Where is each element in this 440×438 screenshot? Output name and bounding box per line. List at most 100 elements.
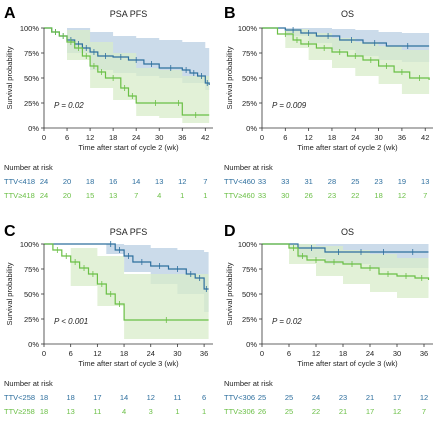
y-tick-label: 100% <box>20 240 40 249</box>
risk-count: 17 <box>366 407 374 416</box>
risk-count: 1 <box>180 191 184 200</box>
risk-count: 13 <box>421 177 429 186</box>
risk-count: 7 <box>423 191 427 200</box>
x-tick-label: 36 <box>200 349 208 358</box>
x-axis-title: Time after start of cycle 3 (wk) <box>297 359 398 368</box>
survival-curve-low <box>262 27 430 80</box>
x-tick-label: 42 <box>201 133 209 142</box>
y-tick-label: 0% <box>246 340 257 349</box>
x-tick-label: 30 <box>155 133 163 142</box>
risk-count: 18 <box>86 177 94 186</box>
risk-row-label: TTV≥258 <box>4 407 35 416</box>
risk-count: 25 <box>285 407 293 416</box>
y-tick-label: 25% <box>242 99 257 108</box>
risk-row-label: TTV<258 <box>4 393 35 402</box>
risk-table-header: Number at risk <box>224 379 273 388</box>
y-tick-label: 50% <box>242 290 257 299</box>
x-tick-label: 24 <box>366 349 374 358</box>
x-tick-label: 24 <box>132 133 140 142</box>
risk-count: 4 <box>122 407 126 416</box>
y-tick-label: 75% <box>242 265 257 274</box>
x-tick-label: 6 <box>283 133 287 142</box>
chart-title: PSA PFS <box>110 227 148 237</box>
survival-curve-low <box>44 27 210 116</box>
y-tick-label: 25% <box>24 99 39 108</box>
risk-count: 12 <box>178 177 186 186</box>
risk-count: 30 <box>281 191 289 200</box>
risk-count: 1 <box>175 407 179 416</box>
risk-count: 13 <box>109 191 117 200</box>
risk-row-label: TTV≥418 <box>4 191 35 200</box>
x-axis-title: Time after start of cycle 3 (wk) <box>78 359 179 368</box>
risk-count: 17 <box>93 393 101 402</box>
x-tick-label: 6 <box>65 133 69 142</box>
x-tick-label: 0 <box>260 133 264 142</box>
x-tick-label: 36 <box>398 133 406 142</box>
confidence-band-low <box>262 28 430 98</box>
risk-table-header: Number at risk <box>4 163 53 172</box>
y-tick-label: 25% <box>242 315 257 324</box>
risk-count: 20 <box>63 177 71 186</box>
x-tick-label: 24 <box>351 133 359 142</box>
risk-count: 26 <box>304 191 312 200</box>
risk-row-label: TTV<306 <box>224 393 255 402</box>
p-value: P = 0.02 <box>54 101 84 110</box>
y-tick-label: 0% <box>28 340 39 349</box>
panel-label: C <box>4 223 16 240</box>
risk-count: 23 <box>339 393 347 402</box>
x-tick-label: 12 <box>86 133 94 142</box>
y-tick-label: 100% <box>20 24 40 33</box>
y-axis-title: Survival probability <box>5 262 14 325</box>
risk-table-header: Number at risk <box>224 163 273 172</box>
risk-count: 11 <box>174 393 182 402</box>
x-tick-label: 0 <box>42 133 46 142</box>
x-tick-label: 30 <box>393 349 401 358</box>
risk-table-header: Number at risk <box>4 379 53 388</box>
risk-count: 23 <box>374 177 382 186</box>
risk-count: 1 <box>202 407 206 416</box>
x-tick-label: 42 <box>421 133 429 142</box>
x-tick-label: 6 <box>287 349 291 358</box>
risk-count: 13 <box>67 407 75 416</box>
y-tick-label: 0% <box>28 124 39 133</box>
p-value: P < 0.001 <box>54 317 88 326</box>
risk-count: 4 <box>157 191 161 200</box>
risk-row-label: TTV<418 <box>4 177 35 186</box>
y-tick-label: 75% <box>242 49 257 58</box>
risk-count: 23 <box>328 191 336 200</box>
risk-count: 17 <box>393 393 401 402</box>
survival-curve-low <box>44 243 209 321</box>
risk-count: 13 <box>155 177 163 186</box>
risk-count: 12 <box>398 191 406 200</box>
panel-label: B <box>224 5 236 22</box>
x-tick-label: 30 <box>173 349 181 358</box>
survival-curve-high <box>262 243 429 253</box>
risk-count: 18 <box>374 191 382 200</box>
x-tick-label: 12 <box>304 133 312 142</box>
risk-row-label: TTV≥460 <box>224 191 255 200</box>
x-tick-label: 18 <box>339 349 347 358</box>
y-tick-label: 0% <box>246 124 257 133</box>
p-value: P = 0.009 <box>272 101 307 110</box>
risk-count: 25 <box>258 393 266 402</box>
risk-count: 20 <box>63 191 71 200</box>
risk-count: 26 <box>258 407 266 416</box>
risk-count: 21 <box>339 407 347 416</box>
panel-b: B OS 0% 25% 50% 75% 100% 0 6 12 18 24 30 36 42 Time aft… <box>224 5 433 200</box>
x-tick-label: 12 <box>93 349 101 358</box>
x-tick-label: 18 <box>328 133 336 142</box>
y-tick-label: 100% <box>238 24 258 33</box>
p-value: P = 0.02 <box>272 317 302 326</box>
risk-count: 31 <box>304 177 312 186</box>
y-axis-title: Survival probability <box>225 46 234 109</box>
panel-label: D <box>224 223 236 240</box>
y-tick-label: 50% <box>24 74 39 83</box>
risk-count: 7 <box>203 177 207 186</box>
panel-label: A <box>4 5 16 22</box>
y-tick-label: 75% <box>24 265 39 274</box>
risk-count: 18 <box>40 393 48 402</box>
survival-curve-high <box>44 243 209 290</box>
risk-count: 12 <box>420 393 428 402</box>
